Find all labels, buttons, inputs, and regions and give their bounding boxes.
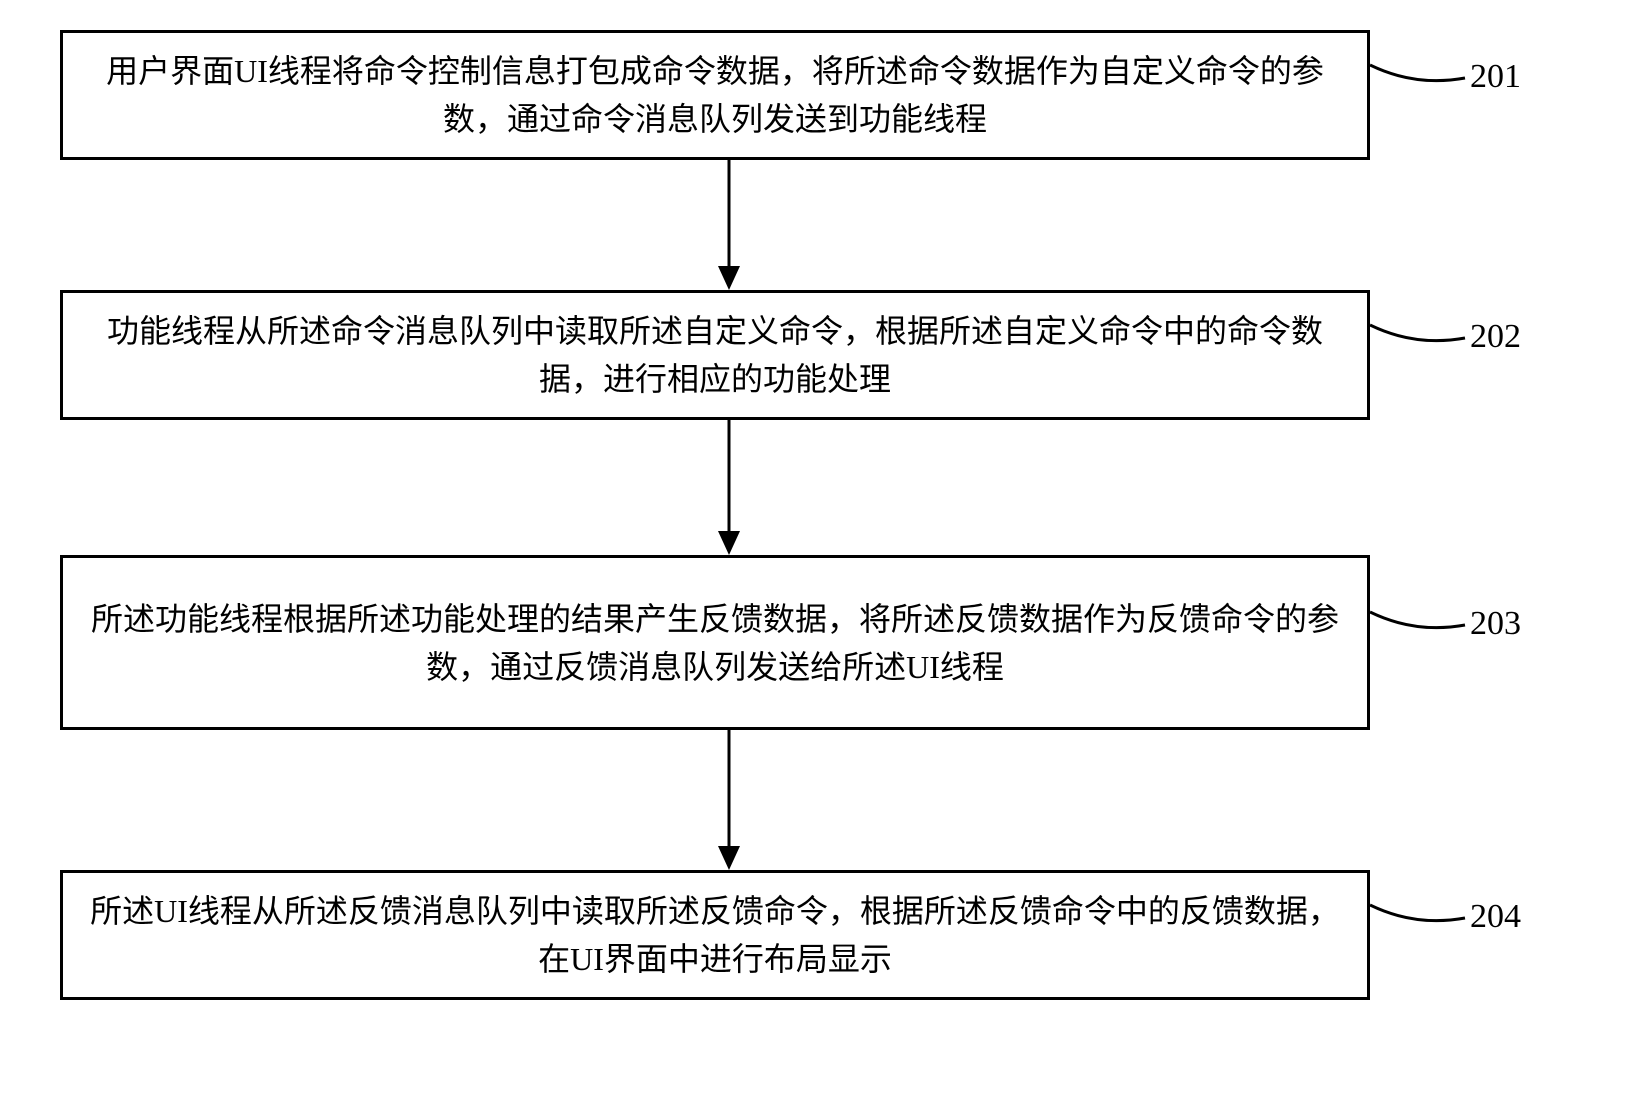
flow-node-202: 功能线程从所述命令消息队列中读取所述自定义命令，根据所述自定义命令中的命令数据，… — [60, 290, 1370, 420]
flow-node-204: 所述UI线程从所述反馈消息队列中读取所述反馈命令，根据所述反馈命令中的反馈数据，… — [60, 870, 1370, 1000]
label-text: 203 — [1470, 605, 1521, 642]
flowchart-container: 用户界面UI线程将命令控制信息打包成命令数据，将所述命令数据作为自定义命令的参数… — [0, 0, 1628, 1110]
flow-node-text: 所述功能线程根据所述功能处理的结果产生反馈数据，将所述反馈数据作为反馈命令的参数… — [87, 595, 1343, 691]
label-text: 204 — [1470, 898, 1521, 935]
flow-node-text: 所述UI线程从所述反馈消息队列中读取所述反馈命令，根据所述反馈命令中的反馈数据，… — [87, 887, 1343, 983]
flow-node-label-201: 201 — [1470, 58, 1521, 96]
flow-arrow-201-202 — [714, 160, 716, 290]
flow-node-203: 所述功能线程根据所述功能处理的结果产生反馈数据，将所述反馈数据作为反馈命令的参数… — [60, 555, 1370, 730]
flow-node-label-202: 202 — [1470, 318, 1521, 356]
flow-arrow-202-203 — [714, 420, 716, 555]
flow-node-text: 功能线程从所述命令消息队列中读取所述自定义命令，根据所述自定义命令中的命令数据，… — [87, 307, 1343, 403]
leader-line-204 — [1370, 895, 1470, 935]
label-text: 202 — [1470, 318, 1521, 355]
leader-line-202 — [1370, 315, 1470, 355]
leader-line-201 — [1370, 55, 1470, 95]
leader-line-203 — [1370, 602, 1470, 642]
flow-node-label-203: 203 — [1470, 605, 1521, 643]
flow-arrow-203-204 — [714, 730, 716, 870]
label-text: 201 — [1470, 58, 1521, 95]
flow-node-text: 用户界面UI线程将命令控制信息打包成命令数据，将所述命令数据作为自定义命令的参数… — [87, 47, 1343, 143]
flow-node-201: 用户界面UI线程将命令控制信息打包成命令数据，将所述命令数据作为自定义命令的参数… — [60, 30, 1370, 160]
flow-node-label-204: 204 — [1470, 898, 1521, 936]
